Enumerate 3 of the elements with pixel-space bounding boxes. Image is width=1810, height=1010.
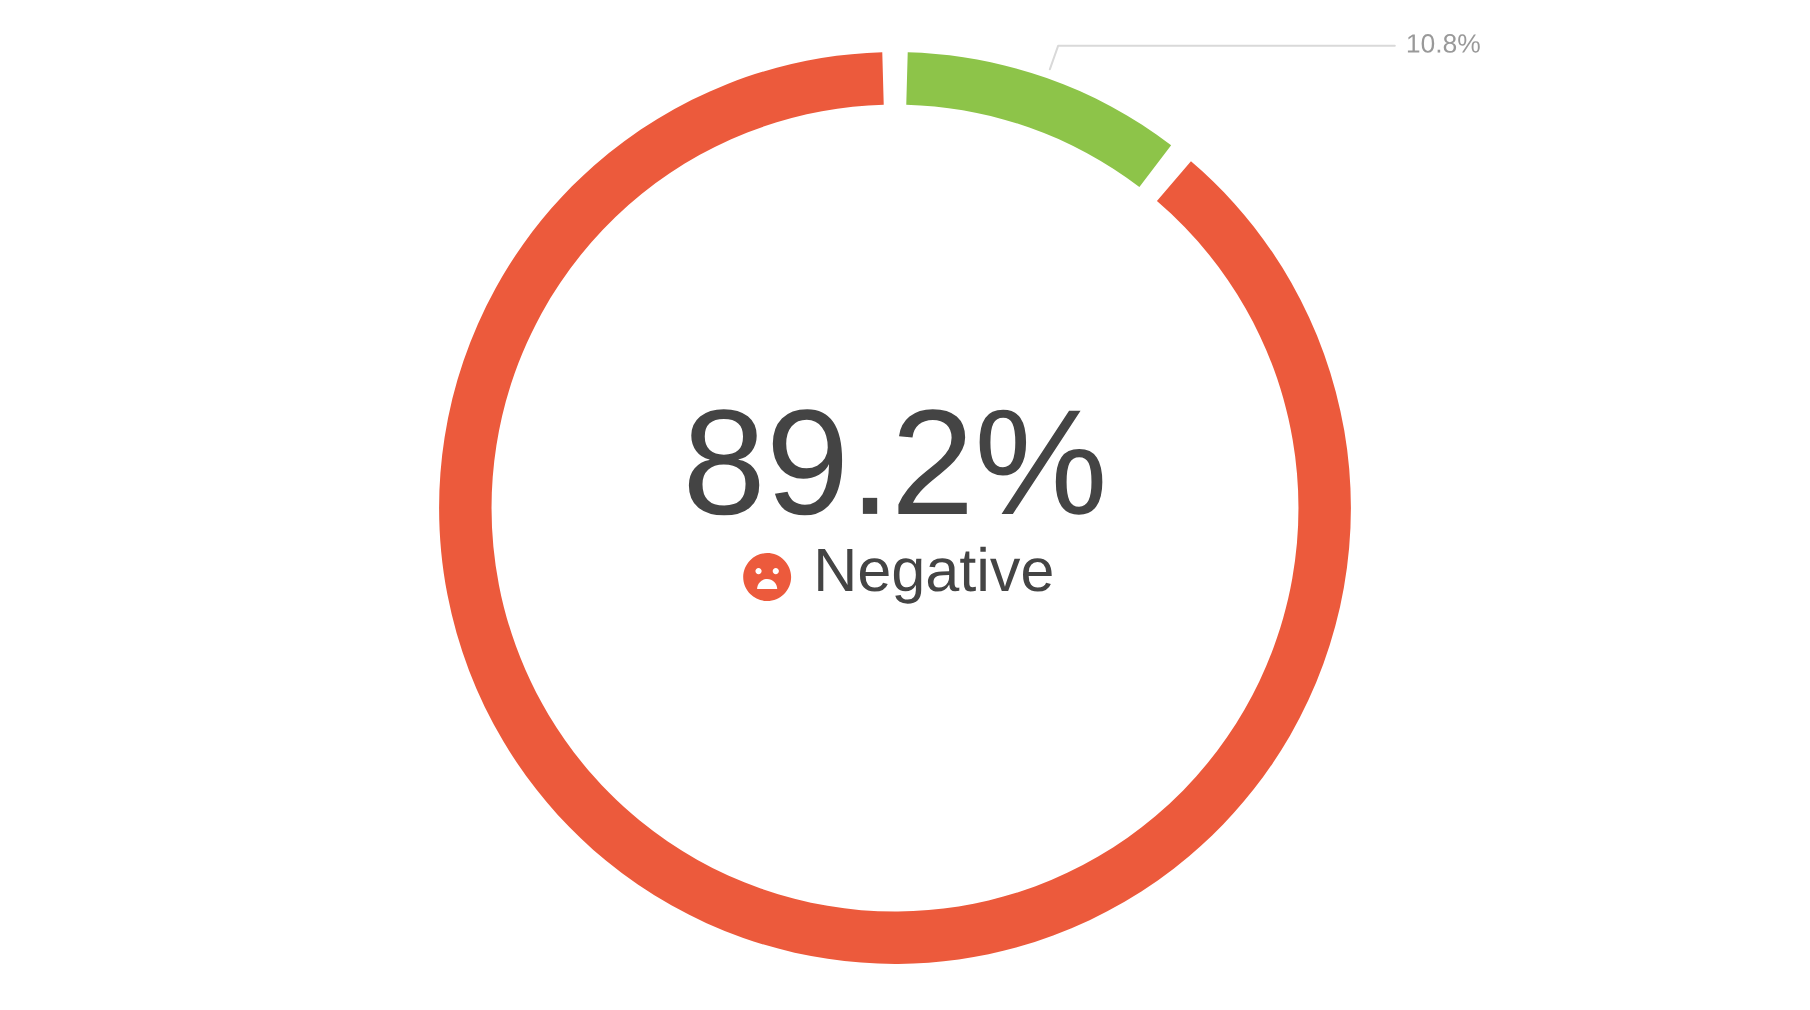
data-label: 89.2% [688,409,1103,516]
legend-label: Negative [818,546,1052,604]
data-label: 10.8% [1407,34,1480,53]
